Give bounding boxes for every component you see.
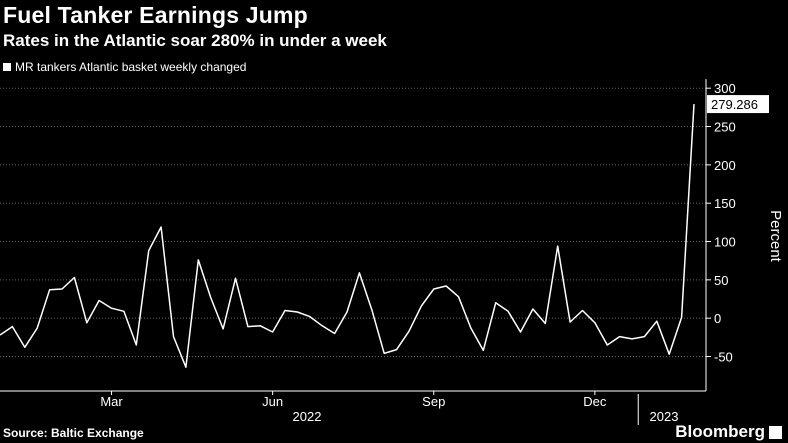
brand-mark-icon [769,425,782,439]
source-note: Source: Baltic Exchange [3,426,144,440]
brand-logo: Bloomberg [675,422,782,442]
y-tick-label: 50 [714,273,728,288]
y-tick-label: 150 [714,196,736,211]
chart-title: Fuel Tanker Earnings Jump [3,2,308,28]
last-value-box [707,95,769,114]
y-tick-label: 200 [714,158,736,173]
chart-subtitle: Rates in the Atlantic soar 280% in under… [3,31,387,50]
y-tick-label: 100 [714,235,736,250]
y-tick-label: 250 [714,120,736,135]
y-tick-label: 300 [714,81,736,96]
legend-label: MR tankers Atlantic basket weekly change… [15,60,247,74]
y-axis-title: Percent [767,210,784,263]
series-line [0,104,695,368]
brand-name: Bloomberg [675,422,765,441]
x-tick-label: Mar [100,394,123,409]
y-tick-label: -50 [714,350,733,365]
legend-swatch [3,63,11,71]
last-value-label: 279.286 [711,97,758,112]
x-tick-label: Jun [262,394,283,409]
x-tick-label: Sep [422,394,445,409]
y-tick-label: 0 [714,311,721,326]
x-group-label: 2022 [293,409,322,424]
legend: MR tankers Atlantic basket weekly change… [3,60,246,74]
x-tick-label: Dec [583,394,607,409]
x-group-label: 2023 [650,409,679,424]
